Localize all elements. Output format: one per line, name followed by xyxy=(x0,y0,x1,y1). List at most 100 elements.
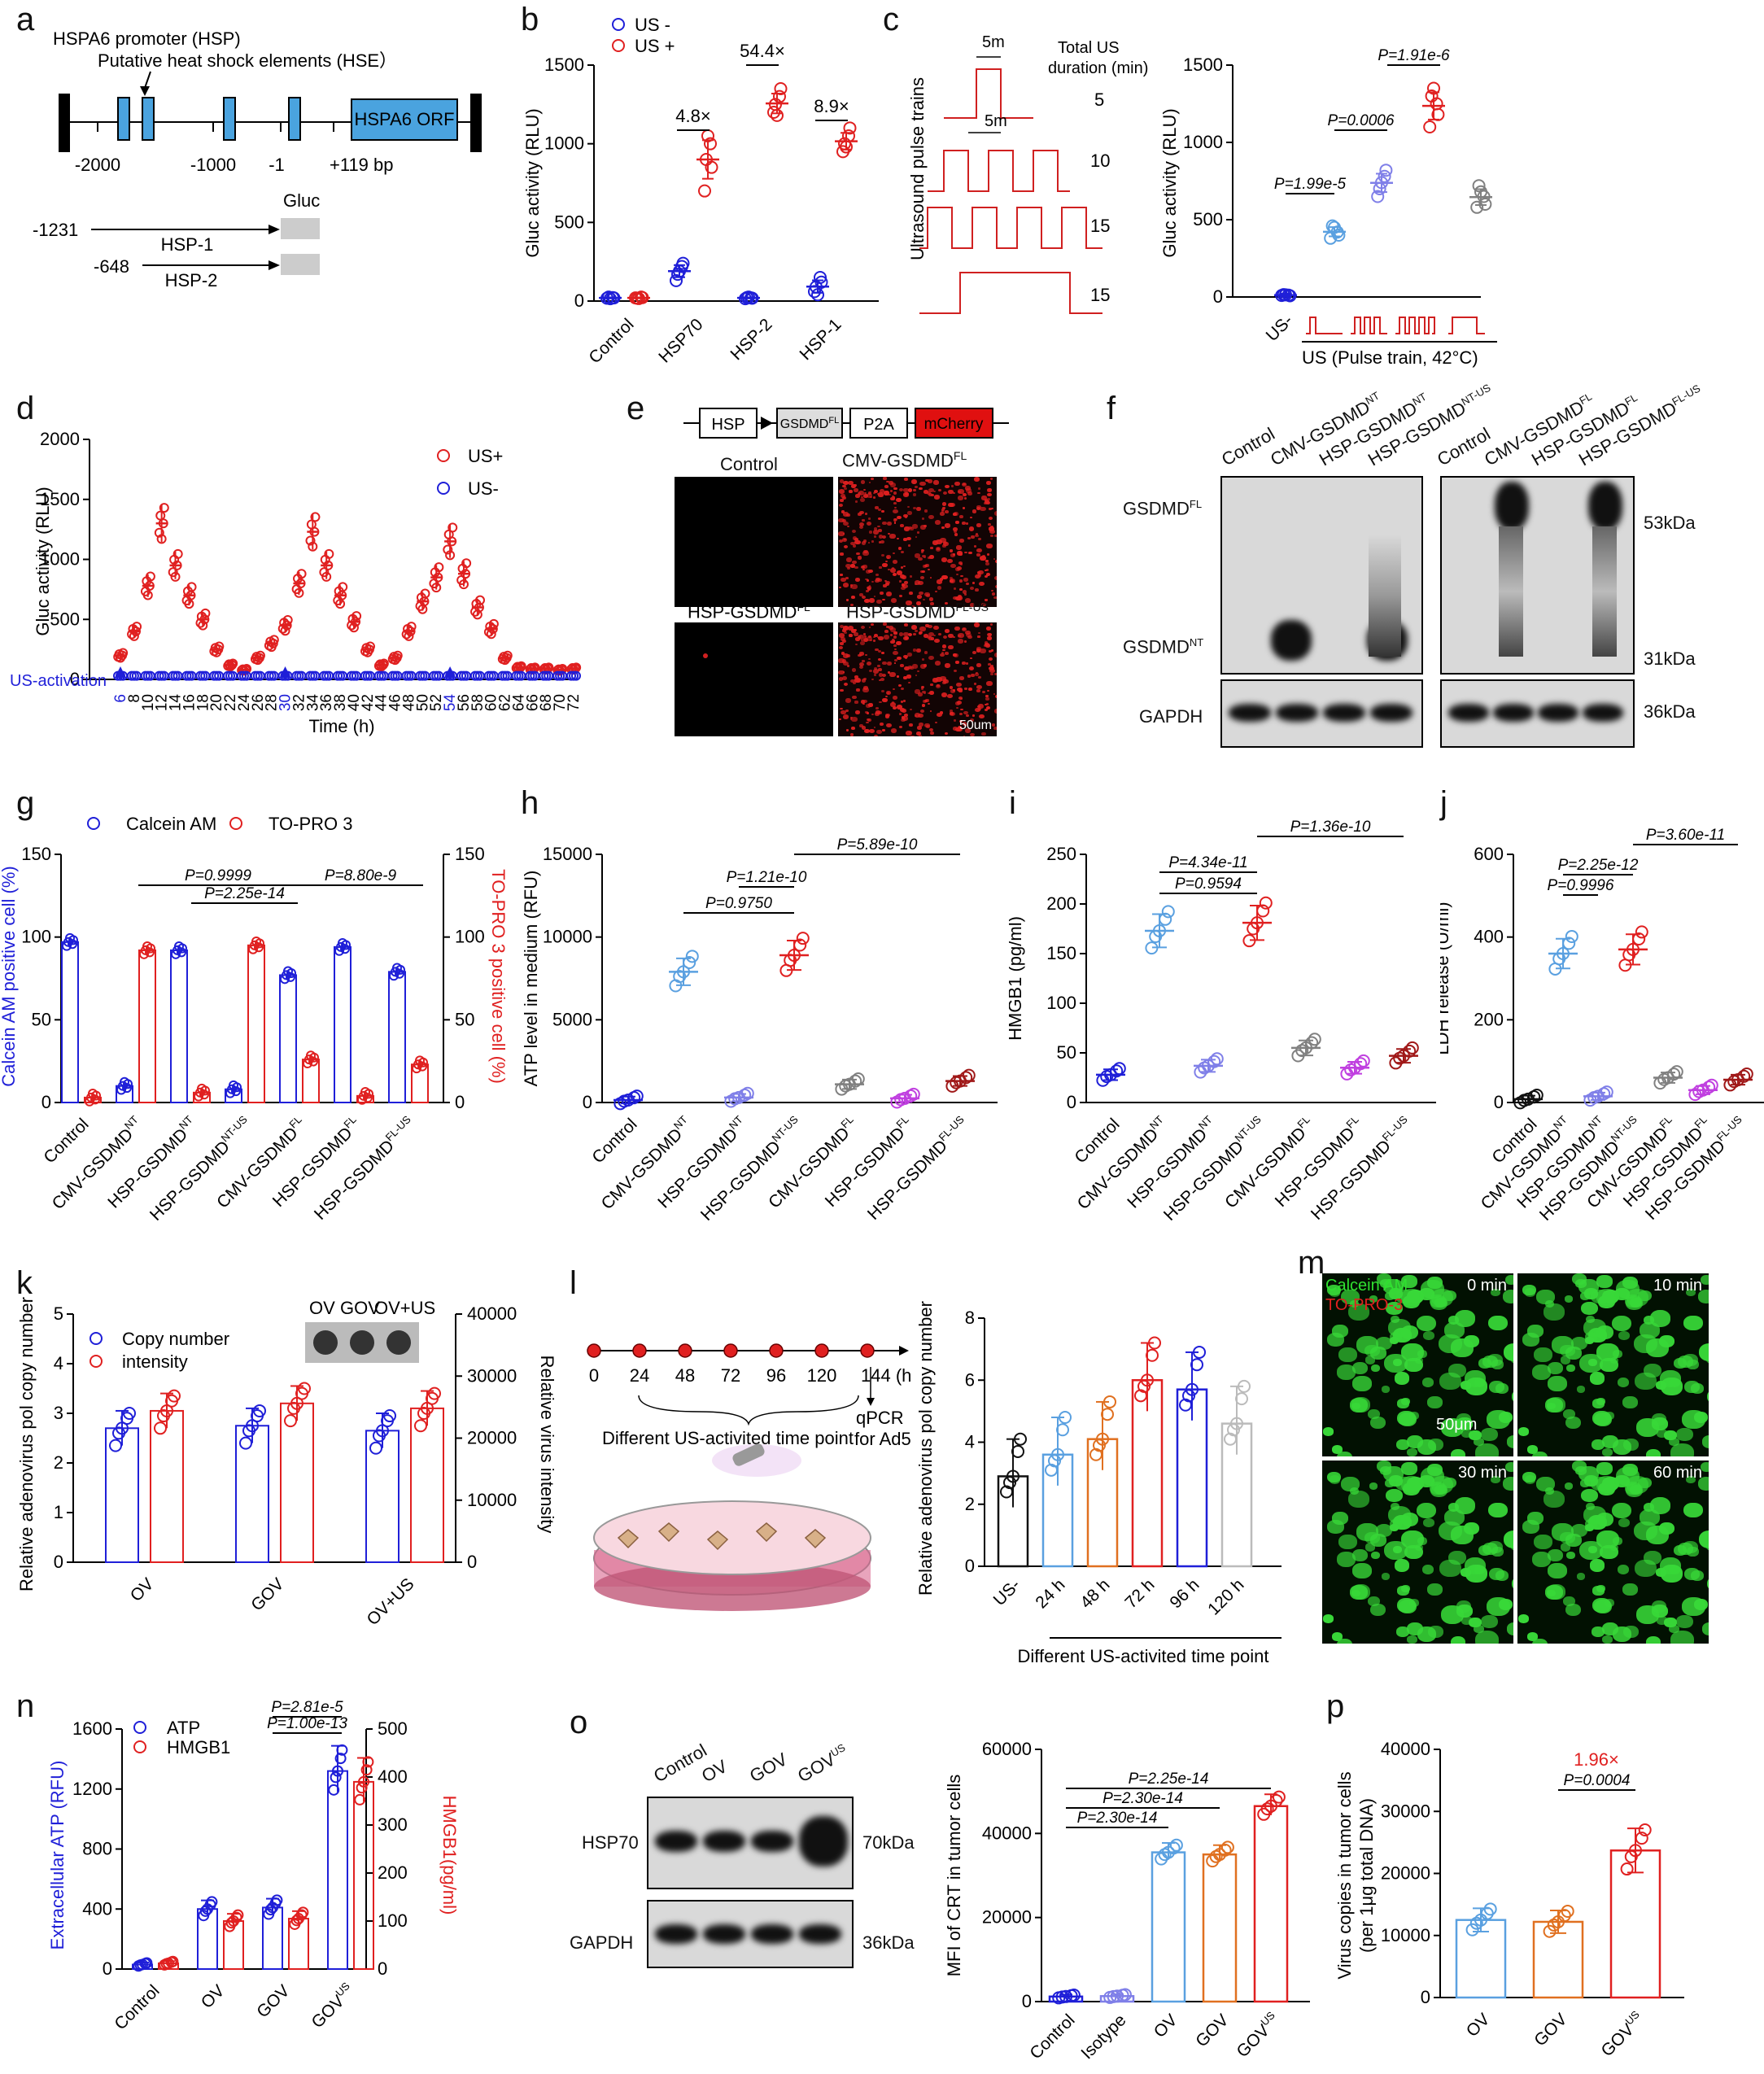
data-point xyxy=(271,1894,283,1906)
tick-label: 200 xyxy=(1474,1009,1504,1029)
data-point xyxy=(420,588,430,599)
x-tick-label: CMV-GSDMDNT xyxy=(46,1113,146,1213)
pulse-gap-label: 5m xyxy=(985,112,1007,130)
timeline-dot xyxy=(860,1343,875,1358)
tick-label: 60000 xyxy=(982,1739,1032,1759)
data-point xyxy=(1056,1423,1069,1437)
f-blot-right xyxy=(1440,476,1635,675)
dot-blot-spot xyxy=(313,1330,338,1355)
data-point xyxy=(1260,1802,1274,1816)
band xyxy=(655,1831,697,1852)
data-point xyxy=(328,1784,340,1796)
tick-label: 0 xyxy=(103,1958,112,1979)
data-point xyxy=(796,932,810,945)
tick-label: 800 xyxy=(82,1839,112,1859)
dot-blot-label: GOV xyxy=(340,1298,380,1318)
tick-label: 10000 xyxy=(1381,1925,1430,1945)
panel-label-m: m xyxy=(1298,1245,1325,1281)
tick-label: 20000 xyxy=(982,1907,1032,1928)
bar xyxy=(1202,1853,1238,2003)
tick-label: 600 xyxy=(1474,844,1504,864)
legend-marker xyxy=(133,1721,146,1734)
data-point xyxy=(774,82,788,95)
x-category-label: US- xyxy=(990,1575,1024,1609)
data-point xyxy=(676,256,690,270)
bar xyxy=(1253,1805,1289,2003)
hse-box-4 xyxy=(288,97,301,141)
band xyxy=(799,1816,848,1867)
band xyxy=(1276,704,1318,722)
bar xyxy=(353,1780,374,1971)
x-tick-label: 30 xyxy=(277,694,295,711)
gluc-box-2 xyxy=(281,254,320,275)
x-tick-label: Isotype xyxy=(1077,2011,1129,2063)
x-tick-label: OV xyxy=(198,1981,229,2012)
panel-f: Control CMV-GSDMDNT HSP-GSDMDNT HSP-GSDMDNT… xyxy=(1123,382,1757,757)
dot-blot-label: OV+US xyxy=(374,1298,435,1318)
data-point xyxy=(1470,200,1484,214)
band xyxy=(1588,482,1622,531)
legend-marker xyxy=(612,18,625,31)
x-tick-label: Control xyxy=(588,1115,640,1167)
x-category-label: 24 h xyxy=(1032,1575,1068,1612)
x-tick-label: 10 xyxy=(140,694,157,711)
orf-box xyxy=(351,98,458,141)
legend-label: US- xyxy=(468,478,499,499)
data-point xyxy=(1048,1454,1061,1468)
tick-label: 5000 xyxy=(552,1009,592,1029)
promoter-label: HSPA6 promoter (HSP) xyxy=(53,28,241,49)
tick-label: 20000 xyxy=(1381,1863,1430,1884)
data-point xyxy=(1423,120,1437,133)
data-point xyxy=(351,611,362,622)
x-category-label: OV xyxy=(127,1574,158,1605)
data-point xyxy=(324,548,334,559)
data-point xyxy=(305,535,316,546)
data-point xyxy=(773,90,786,103)
x-tick-label: GOVUS xyxy=(1231,2009,1283,2061)
panel-b-chart: 0 500 1000 1500 Gluc activity (RLU) Control HS… xyxy=(522,15,879,367)
data-point xyxy=(1425,90,1439,103)
tick-label: 10000 xyxy=(543,927,592,947)
tick-label: 400 xyxy=(378,1766,408,1787)
pulse-train-2 xyxy=(928,150,1070,192)
data-point xyxy=(200,608,211,618)
x-tick-label: 46 xyxy=(387,694,404,711)
bar xyxy=(247,944,265,1103)
tick-label: 4 xyxy=(54,1353,63,1373)
panel-k-chart: 0 1 2 3 4 5 0 10000 20000 30000 40000 Relative aden… xyxy=(16,1297,557,1629)
x-tick-label: 66 xyxy=(524,694,541,711)
lane-label: GOV xyxy=(746,1749,791,1787)
e-image-cmv xyxy=(838,477,997,607)
data-point xyxy=(369,1441,382,1455)
tick-label: 100 xyxy=(21,927,51,947)
m-legend-topro: TO-PRO-3 xyxy=(1325,1296,1404,1314)
panel-p-chart: 0 10000 20000 30000 40000 Virus copies in tum… xyxy=(1334,1739,1684,2060)
timeline-dot xyxy=(632,1343,647,1358)
f-row-nt: GSDMDNT xyxy=(1123,636,1204,657)
data-point xyxy=(1137,1379,1151,1393)
data-point xyxy=(290,1915,303,1927)
band xyxy=(751,1831,793,1852)
panel-label-k: k xyxy=(16,1265,33,1301)
pulse-train-3 xyxy=(919,207,1102,249)
e-image-hsp xyxy=(675,622,833,736)
x-tick-label: HSP-GSDMDFL-US xyxy=(309,1113,420,1224)
hse-label: Putative heat shock elements (HSE） xyxy=(98,50,397,71)
data-point xyxy=(376,661,386,672)
data-point xyxy=(1101,1408,1114,1421)
duration-label: 15 xyxy=(1090,285,1110,305)
data-point xyxy=(685,950,699,963)
y-axis-label: Gluc activity (RLU) xyxy=(1159,108,1180,257)
e-p2a: P2A xyxy=(863,416,894,434)
tick-label: 4 xyxy=(965,1432,975,1452)
x-axis-label: Time (h) xyxy=(308,716,374,736)
data-point xyxy=(698,184,711,198)
data-point xyxy=(354,1793,366,1805)
x-tick-label: Control xyxy=(1026,2011,1078,2063)
x-category-label: HSP70 xyxy=(655,315,706,366)
tick-label: 0 xyxy=(574,290,584,311)
m-time: 30 min xyxy=(1457,1464,1507,1482)
data-point xyxy=(330,1771,342,1784)
data-point xyxy=(1356,1054,1370,1068)
